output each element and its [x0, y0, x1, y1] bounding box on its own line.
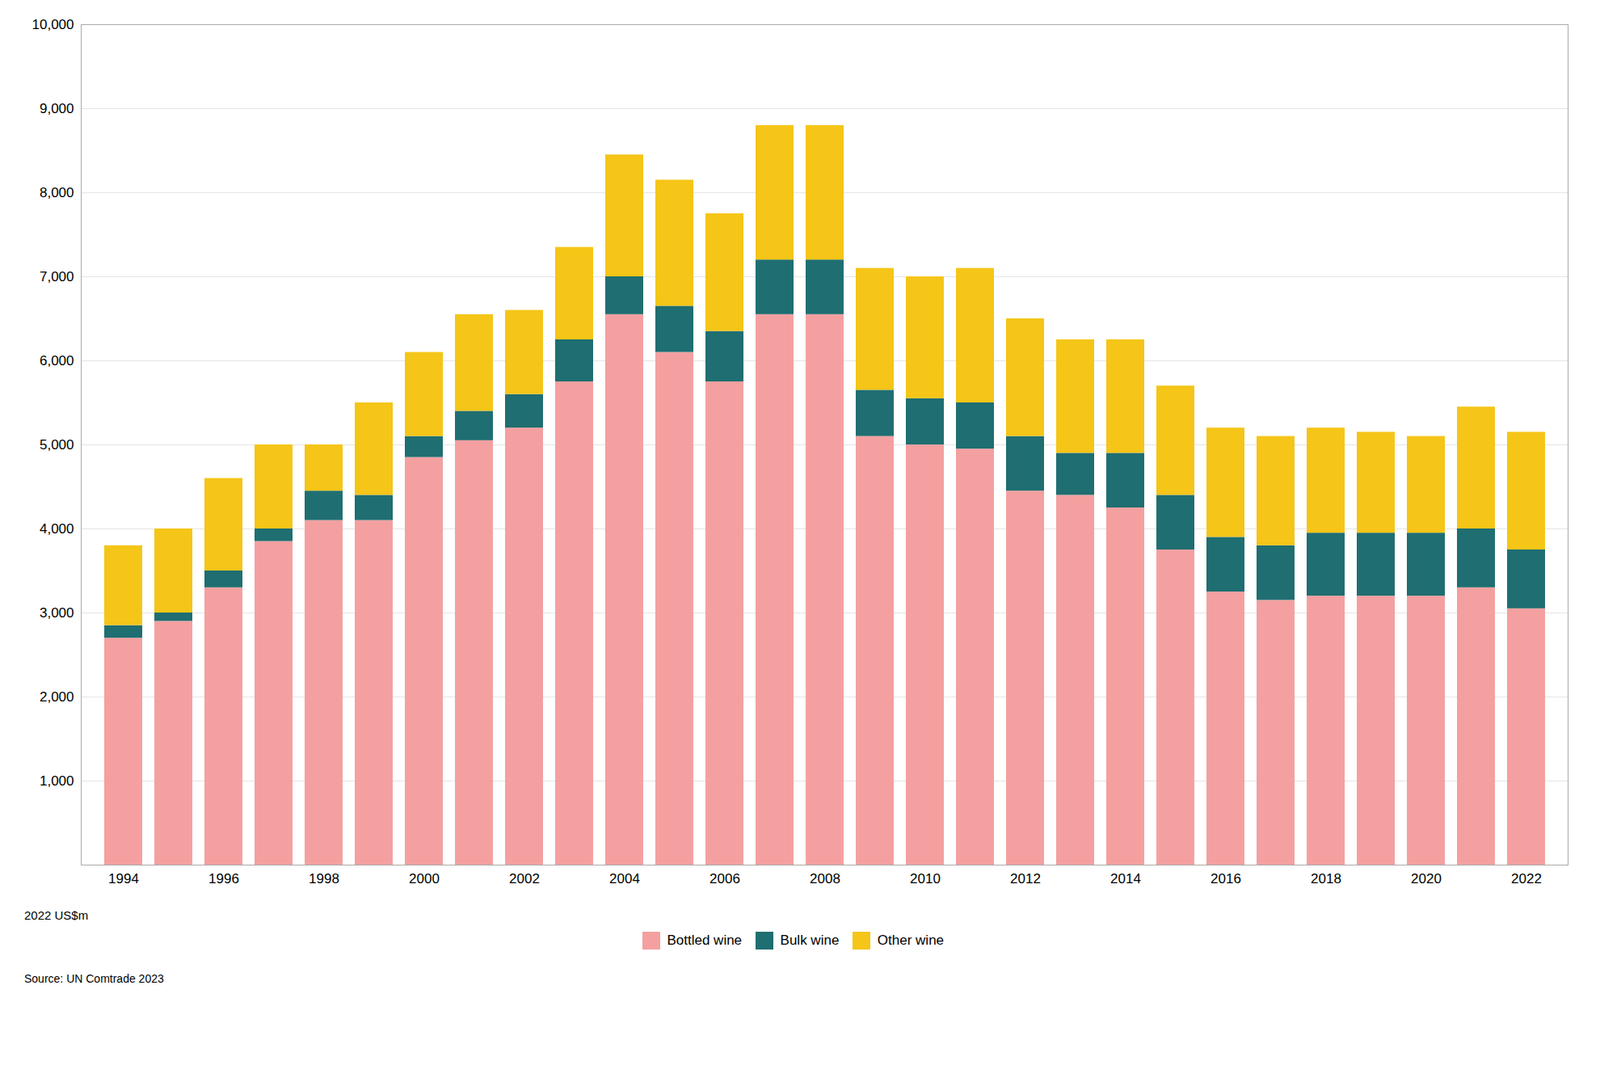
html-text:Bottled wine: Bottled wine — [667, 932, 742, 948]
svg-text:2020: 2020 — [1410, 871, 1442, 887]
svg-text:4,000: 4,000 — [39, 521, 75, 537]
svg-text:8,000: 8,000 — [39, 185, 75, 201]
html-text:Bulk wine: Bulk wine — [780, 932, 840, 948]
svg-text:6,000: 6,000 — [39, 353, 75, 369]
svg-text:2016: 2016 — [1210, 871, 1242, 887]
svg-text:2008: 2008 — [809, 871, 841, 887]
svg-text:2014: 2014 — [1110, 871, 1142, 887]
svg-text:2002: 2002 — [509, 871, 540, 887]
svg-text:2022: 2022 — [1511, 871, 1542, 887]
svg-text:7,000: 7,000 — [39, 269, 75, 285]
svg-text:2004: 2004 — [609, 871, 640, 887]
html-text:2022 US$m: 2022 US$m — [24, 908, 89, 923]
html-text:Source: UN Comtrade 2023: Source: UN Comtrade 2023 — [24, 971, 164, 985]
svg-text:2010: 2010 — [909, 871, 941, 887]
svg-text:1,000: 1,000 — [39, 773, 75, 789]
svg-text:9,000: 9,000 — [39, 101, 75, 117]
html-text:Other wine: Other wine — [877, 932, 944, 948]
svg-text:3,000: 3,000 — [39, 605, 75, 621]
svg-text:1998: 1998 — [308, 871, 340, 887]
svg-text:5,000: 5,000 — [39, 437, 75, 453]
svg-text:10,000: 10,000 — [32, 16, 75, 33]
svg-text:1996: 1996 — [208, 871, 240, 887]
svg-text:2018: 2018 — [1310, 871, 1342, 887]
svg-text:1994: 1994 — [108, 871, 139, 887]
svg-text:2000: 2000 — [408, 871, 440, 887]
svg-text:2,000: 2,000 — [39, 689, 75, 705]
svg-text:2012: 2012 — [1010, 871, 1041, 887]
svg-text:2006: 2006 — [709, 871, 741, 887]
